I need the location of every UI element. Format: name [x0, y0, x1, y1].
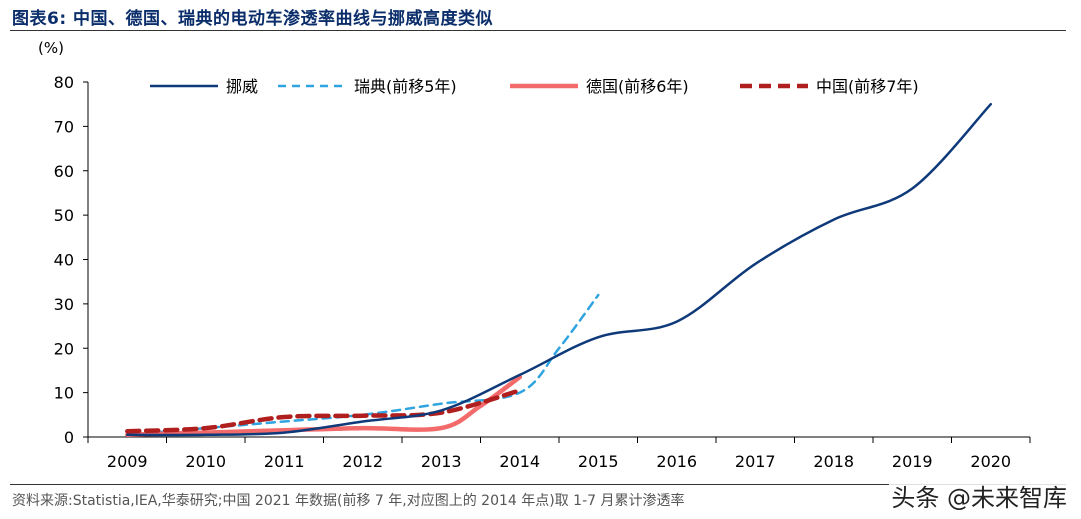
- x-tick-label: 2010: [185, 452, 226, 471]
- y-tick-label: 70: [54, 117, 74, 136]
- x-tick-label: 2018: [813, 452, 854, 471]
- source-note: 资料来源:Statistia,IEA,华泰研究;中国 2021 年数据(前移 7…: [12, 493, 685, 509]
- series-line-2: [125, 374, 523, 438]
- legend-label-1: 瑞典(前移5年): [354, 77, 457, 96]
- y-tick-label: 10: [54, 384, 74, 403]
- y-tick-label: 80: [54, 73, 74, 92]
- chart-legend: 挪威 瑞典(前移5年) 德国(前移6年) 中国(前移7年): [150, 77, 919, 96]
- x-tick-label: 2017: [735, 452, 776, 471]
- y-tick-label: 60: [54, 162, 74, 181]
- x-tick-label: 2013: [421, 452, 462, 471]
- y-tick-label: 40: [54, 251, 74, 270]
- chart-axes: 0 10 20 30 40 50 60 70 80 (%) 2009 2010 2011 2012 2013…: [38, 39, 1031, 471]
- y-tick-label: 0: [64, 428, 74, 447]
- y-tick-label: 50: [54, 206, 74, 225]
- x-tick-label: 2019: [892, 452, 933, 471]
- x-tick-label: 2011: [264, 452, 305, 471]
- y-axis-unit: (%): [38, 39, 64, 57]
- legend-label-2: 德国(前移6年): [586, 77, 689, 96]
- watermark: 头条 @未来智库: [889, 478, 1069, 513]
- y-tick-label: 30: [54, 295, 74, 314]
- legend-label-3: 中国(前移7年): [816, 77, 919, 96]
- series-line-3: [125, 388, 523, 434]
- x-tick-label: 2016: [656, 452, 697, 471]
- series-line-0: [126, 102, 993, 437]
- x-tick-label: 2020: [970, 452, 1011, 471]
- x-tick-label: 2009: [107, 452, 148, 471]
- legend-label-0: 挪威: [226, 77, 258, 96]
- chart-series: [125, 102, 993, 438]
- title-rule: [10, 30, 1066, 31]
- x-tick-label: 2012: [342, 452, 383, 471]
- y-tick-label: 20: [54, 339, 74, 358]
- x-tick-label: 2014: [499, 452, 540, 471]
- source-rule: [10, 484, 1066, 485]
- figure-title: 图表6: 中国、德国、瑞典的电动车渗透率曲线与挪威高度类似: [12, 9, 494, 29]
- x-tick-label: 2015: [578, 452, 619, 471]
